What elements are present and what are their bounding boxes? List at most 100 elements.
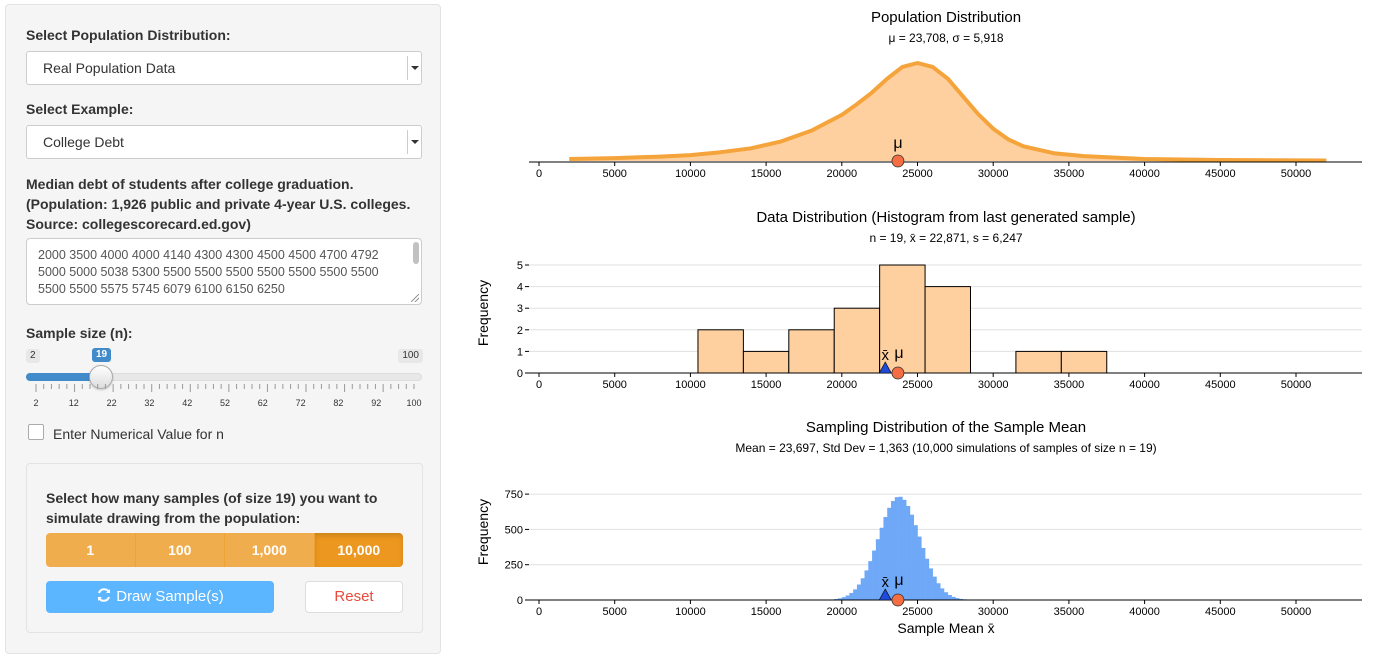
- x-axis-label: Sample Mean x̄: [897, 620, 994, 636]
- sampling-bar: [876, 539, 880, 600]
- sampling-distribution-chart: Sampling Distribution of the Sample Mean…: [475, 419, 1362, 636]
- x-tick-label: 5000: [602, 168, 626, 180]
- charts-area: Population Distribution μ = 23,708, σ = 5…: [441, 0, 1376, 644]
- x-tick-label: 35000: [1054, 606, 1085, 618]
- sample-size-label: Sample size (n):: [26, 325, 133, 341]
- x-tick-label: 50000: [1281, 168, 1312, 180]
- population-label: Select Population Distribution:: [26, 27, 231, 43]
- sample-count-buttons: 1 100 1,000 10,000: [46, 533, 403, 567]
- data-histogram-chart: Data Distribution (Histogram from last g…: [475, 209, 1362, 391]
- sampling-bar: [929, 568, 933, 600]
- chevron-down-icon: [407, 130, 421, 154]
- description-line: Median debt of students after college gr…: [26, 174, 426, 194]
- refresh-icon: [96, 587, 112, 603]
- x-tick-label: 0: [536, 606, 542, 618]
- population-select[interactable]: Real Population Data: [26, 51, 422, 85]
- mu-marker: [892, 594, 904, 606]
- sampling-bar: [914, 525, 918, 600]
- x-tick-label: 50000: [1281, 606, 1312, 618]
- simulation-panel: Select how many samples (of size 19) you…: [26, 463, 423, 633]
- histogram-bar: [1061, 351, 1106, 373]
- population-select-value: Real Population Data: [43, 60, 175, 76]
- chart-subtitle: μ = 23,708, σ = 5,918: [888, 31, 1003, 45]
- example-select[interactable]: College Debt: [26, 125, 422, 159]
- histogram-bar: [789, 330, 834, 373]
- sidebar-panel: Select Population Distribution: Real Pop…: [5, 4, 441, 654]
- population-chart: Population Distribution μ = 23,708, σ = 5…: [529, 9, 1362, 180]
- sampling-bar: [921, 548, 925, 600]
- sampling-bar: [906, 506, 910, 600]
- example-select-value: College Debt: [43, 134, 124, 150]
- x-tick-label: 25000: [902, 379, 933, 391]
- y-tick-label: 1: [517, 346, 523, 358]
- x-tick-label: 35000: [1054, 379, 1085, 391]
- slider-tick-label: 82: [333, 398, 343, 408]
- x-tick-label: 45000: [1205, 168, 1236, 180]
- sampling-bar: [933, 577, 937, 600]
- x-tick-label: 20000: [827, 168, 858, 180]
- histogram-bar: [1016, 351, 1061, 373]
- x-tick-label: 10000: [675, 606, 706, 618]
- slider-tick-label: 52: [220, 398, 230, 408]
- sampling-bar: [936, 583, 940, 600]
- samples-100-button[interactable]: 100: [136, 533, 226, 567]
- slider-tick-label: 2: [33, 398, 38, 408]
- x-tick-label: 0: [536, 168, 542, 180]
- samples-1000-button[interactable]: 1,000: [225, 533, 315, 567]
- sampling-bar: [918, 537, 922, 600]
- x-tick-label: 40000: [1129, 168, 1160, 180]
- y-axis-label: Frequency: [475, 280, 491, 346]
- y-tick-label: 500: [505, 524, 523, 536]
- sampling-bar: [853, 589, 857, 600]
- reset-button[interactable]: Reset: [305, 581, 403, 613]
- sampling-bar: [868, 561, 872, 600]
- numerical-value-checkbox[interactable]: [28, 424, 44, 440]
- slider-tick-label: 12: [69, 398, 79, 408]
- histogram-bar: [925, 287, 970, 373]
- sampling-bar: [925, 559, 929, 600]
- chart-title: Population Distribution: [871, 9, 1021, 26]
- x-tick-label: 40000: [1129, 379, 1160, 391]
- slider-min: 2: [26, 349, 40, 363]
- sampling-bar: [948, 595, 952, 600]
- mu-marker: [892, 367, 904, 379]
- x-tick-label: 30000: [978, 168, 1009, 180]
- y-tick-label: 250: [505, 560, 523, 572]
- x-tick-label: 0: [536, 379, 542, 391]
- resize-grip-icon[interactable]: [411, 294, 419, 302]
- x-tick-label: 10000: [675, 379, 706, 391]
- scrollbar[interactable]: [413, 242, 419, 264]
- numerical-value-label: Enter Numerical Value for n: [53, 426, 224, 442]
- sampling-bar: [910, 515, 914, 600]
- slider-max: 100: [398, 349, 423, 363]
- chart-subtitle: n = 19, x̄ = 22,871, s = 6,247: [869, 231, 1022, 245]
- sampling-bar: [857, 585, 861, 600]
- xbar-label: x̄: [882, 574, 890, 591]
- draw-samples-button[interactable]: Draw Sample(s): [46, 581, 274, 613]
- x-tick-label: 5000: [602, 379, 626, 391]
- sampling-bar: [861, 578, 865, 600]
- x-tick-label: 20000: [827, 606, 858, 618]
- histogram-bar: [834, 308, 879, 373]
- samples-1-button[interactable]: 1: [46, 533, 136, 567]
- sampling-bar: [872, 551, 876, 600]
- xbar-label: x̄: [882, 347, 890, 364]
- x-tick-label: 15000: [751, 606, 782, 618]
- mu-label: μ: [893, 135, 902, 152]
- histogram-bar: [743, 351, 788, 373]
- slider-tick-label: 42: [182, 398, 192, 408]
- chart-title: Sampling Distribution of the Sample Mean: [806, 419, 1086, 436]
- x-tick-label: 35000: [1054, 168, 1085, 180]
- y-tick-label: 0: [517, 595, 523, 607]
- x-tick-label: 15000: [751, 379, 782, 391]
- x-tick-label: 25000: [902, 606, 933, 618]
- mu-marker: [892, 155, 904, 167]
- slider-tick-label: 62: [258, 398, 268, 408]
- chart-subtitle: Mean = 23,697, Std Dev = 1,363 (10,000 s…: [735, 441, 1156, 455]
- description-line: Source: collegescorecard.ed.gov): [26, 214, 426, 234]
- population-data-textarea[interactable]: 2000 3500 4000 4000 4140 4300 4300 4500 …: [26, 238, 422, 305]
- x-tick-label: 45000: [1205, 379, 1236, 391]
- y-tick-label: 750: [505, 489, 523, 501]
- samples-10000-button[interactable]: 10,000: [315, 533, 404, 567]
- sampling-bar: [846, 595, 850, 600]
